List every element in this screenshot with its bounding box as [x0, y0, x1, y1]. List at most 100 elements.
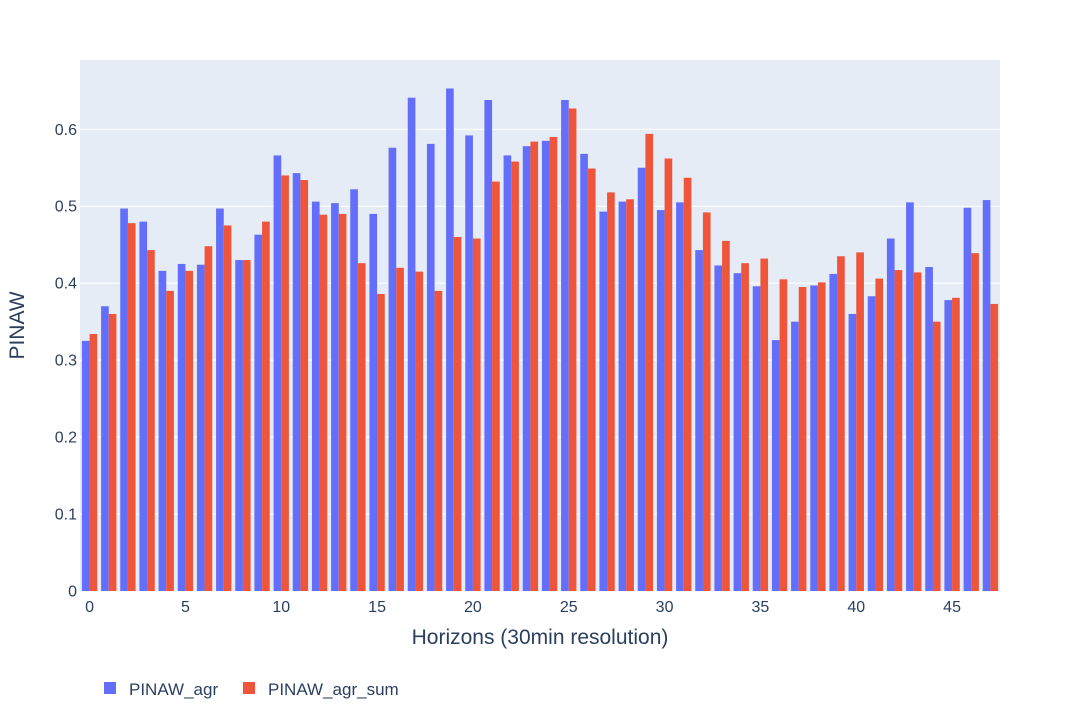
- bar-PINAW_agr_sum-44: [932, 321, 941, 591]
- bar-PINAW_agr-11: [292, 173, 301, 591]
- bar-PINAW_agr_sum-36: [779, 279, 788, 591]
- bar-PINAW_agr_sum-8: [242, 260, 251, 591]
- bar-PINAW_agr_sum-39: [837, 256, 845, 591]
- legend-swatch-PINAW_agr: [104, 682, 116, 694]
- x-tick-label: 35: [752, 599, 770, 616]
- x-tick-label: 15: [368, 599, 386, 616]
- bar-PINAW_agr-32: [695, 250, 703, 591]
- bar-PINAW_agr_sum-42: [894, 270, 903, 591]
- bar-PINAW_agr-41: [867, 296, 876, 591]
- bar-PINAW_agr_sum-34: [741, 263, 749, 591]
- bar-PINAW_agr_sum-0: [89, 333, 98, 591]
- bar-PINAW_agr-14: [350, 189, 358, 591]
- x-axis-ticks: 0 5 10 15 20 25 30 35 40 45: [85, 599, 961, 616]
- bar-PINAW_agr-43: [906, 202, 914, 591]
- bar-PINAW_agr-40: [848, 313, 857, 591]
- bar-PINAW_agr_sum-46: [971, 253, 979, 591]
- bar-PINAW_agr_sum-30: [664, 158, 673, 592]
- x-tick-label: 5: [181, 599, 190, 616]
- bar-PINAW_agr_sum-22: [511, 161, 519, 591]
- bar-PINAW_agr-26: [580, 153, 588, 591]
- x-axis-title: Horizons (30min resolution): [412, 626, 669, 649]
- bar-PINAW_agr-22: [503, 155, 512, 591]
- bar-PINAW_agr-16: [388, 147, 397, 591]
- legend-swatch-PINAW_agr_sum: [243, 682, 255, 694]
- legend: PINAW_agr PINAW_agr_sum: [104, 680, 399, 699]
- bar-PINAW_agr_sum-47: [990, 303, 999, 591]
- y-tick-label: 0: [68, 584, 77, 601]
- bar-PINAW_agr_sum-10: [281, 175, 289, 591]
- bar-PINAW_agr-45: [944, 300, 953, 591]
- bar-PINAW_agr_sum-2: [127, 223, 136, 591]
- bar-PINAW_agr_sum-21: [492, 181, 500, 591]
- bar-PINAW_agr-1: [101, 306, 109, 591]
- bar-PINAW_agr-28: [618, 201, 627, 591]
- bar-PINAW_agr-23: [522, 146, 531, 592]
- bar-PINAW_agr-7: [216, 208, 224, 591]
- plot-background: [80, 60, 1000, 591]
- bar-PINAW_agr-21: [484, 100, 493, 591]
- bar-PINAW_agr_sum-9: [262, 221, 270, 591]
- bar-PINAW_agr-29: [637, 167, 646, 591]
- bar-PINAW_agr_sum-31: [683, 177, 692, 592]
- bar-PINAW_agr-15: [369, 213, 378, 592]
- bar-PINAW_agr_sum-15: [377, 293, 385, 591]
- bar-PINAW_agr_sum-20: [472, 238, 481, 591]
- bar-PINAW_agr-12: [311, 201, 320, 591]
- bar-PINAW_agr-35: [752, 286, 761, 591]
- bar-PINAW_agr_sum-28: [626, 199, 634, 591]
- x-tick-label: 20: [464, 599, 482, 616]
- bar-PINAW_agr_sum-35: [760, 258, 769, 591]
- bar-PINAW_agr_sum-24: [549, 136, 558, 591]
- x-tick-label: 0: [85, 599, 94, 616]
- bar-PINAW_agr-6: [196, 264, 205, 591]
- bar-PINAW_agr_sum-25: [568, 108, 577, 591]
- bar-PINAW_agr-31: [676, 202, 684, 591]
- x-tick-label: 45: [943, 599, 961, 616]
- bar-PINAW_agr-42: [886, 238, 895, 591]
- bar-PINAW_agr_sum-14: [357, 263, 366, 591]
- bar-PINAW_agr_sum-37: [798, 287, 807, 591]
- y-tick-label: 0.5: [55, 199, 77, 216]
- bar-PINAW_agr_sum-41: [875, 278, 884, 591]
- bar-PINAW_agr_sum-27: [607, 192, 615, 591]
- bar-PINAW_agr-13: [331, 203, 339, 591]
- bar-PINAW_agr-17: [407, 97, 416, 592]
- bar-PINAW_agr-34: [733, 273, 742, 591]
- x-tick-label: 25: [560, 599, 578, 616]
- bar-PINAW_agr-47: [982, 200, 991, 592]
- bar-PINAW_agr-37: [791, 321, 799, 591]
- bar-PINAW_agr_sum-7: [223, 225, 232, 591]
- bar-PINAW_agr_sum-23: [530, 141, 539, 591]
- y-tick-label: 0.2: [55, 430, 77, 447]
- bar-PINAW_agr_sum-29: [645, 133, 654, 591]
- bar-PINAW_agr-10: [273, 155, 282, 591]
- bar-PINAW_agr-38: [810, 285, 818, 591]
- bar-PINAW_agr-36: [771, 340, 780, 591]
- bar-PINAW_agr-9: [254, 234, 263, 592]
- bar-PINAW_agr-27: [599, 211, 608, 591]
- bar-PINAW_agr_sum-45: [952, 297, 960, 591]
- bar-PINAW_agr_sum-32: [702, 212, 711, 592]
- y-axis-ticks: 0 0.1 0.2 0.3 0.4 0.5 0.6: [55, 122, 77, 601]
- bar-PINAW_agr-4: [158, 270, 167, 591]
- bar-PINAW_agr-3: [139, 221, 148, 591]
- gridlines: [80, 128, 1000, 515]
- bar-PINAW_agr_sum-13: [338, 213, 347, 592]
- y-axis-title: PINAW: [6, 291, 29, 359]
- x-tick-label: 40: [847, 599, 865, 616]
- bar-PINAW_agr_sum-26: [587, 168, 596, 591]
- bar-PINAW_agr-5: [177, 263, 186, 591]
- bar-PINAW_agr_sum-19: [453, 237, 462, 591]
- bar-PINAW_agr_sum-40: [856, 252, 864, 592]
- bar-PINAW_agr-18: [426, 143, 435, 591]
- bar-PINAW_agr_sum-4: [166, 290, 174, 591]
- bar-PINAW_agr-46: [963, 207, 972, 591]
- x-tick-label: 30: [656, 599, 674, 616]
- bar-PINAW_agr_sum-18: [434, 290, 443, 591]
- bar-PINAW_agr-33: [714, 265, 723, 591]
- y-tick-label: 0.6: [55, 122, 77, 139]
- legend-label-PINAW_agr_sum: PINAW_agr_sum: [268, 680, 399, 699]
- bar-PINAW_agr-24: [541, 140, 550, 591]
